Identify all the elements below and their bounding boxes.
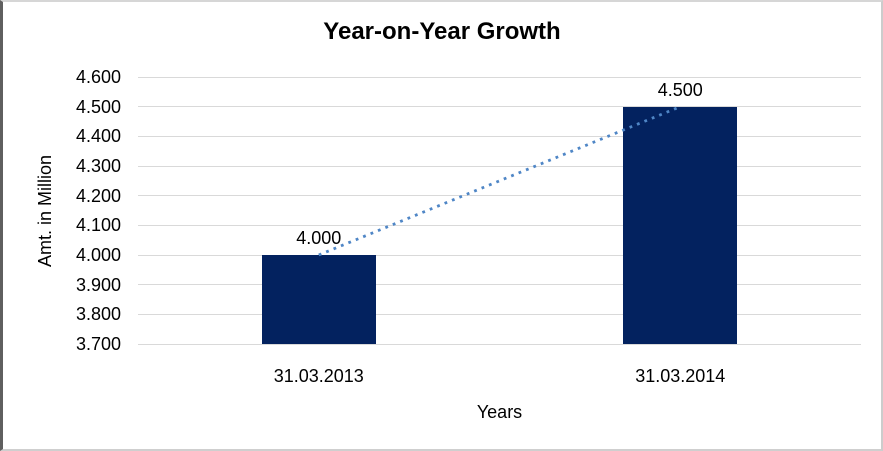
y-tick-label: 4.300 (75, 156, 121, 176)
category-label: 31.03.2013 (273, 366, 364, 386)
y-tick-label: 3.700 (75, 334, 121, 354)
gridline (138, 284, 861, 286)
y-tick-label: 4.500 (75, 96, 121, 117)
gridline (138, 195, 861, 197)
gridline (138, 313, 861, 315)
bar-31.03.2014 (623, 106, 738, 344)
data-label: 4.500 (657, 79, 703, 100)
chart-title: Year-on-Year Growth (323, 18, 561, 45)
y-tick-label: 3.800 (75, 304, 121, 325)
gridline (138, 76, 861, 78)
gridline (138, 135, 861, 137)
y-tick-label: 4.400 (75, 126, 121, 147)
gridline (138, 254, 861, 256)
y-tick-label: 4.600 (75, 67, 121, 87)
plot-area: 4.000 4.500 (138, 76, 861, 345)
gridline (138, 165, 861, 167)
bar-31.03.2013 (261, 255, 376, 344)
trendline (318, 105, 681, 257)
category-label: 31.03.2014 (635, 366, 726, 386)
x-axis-title: Years (476, 402, 523, 422)
y-tick-label: 4.000 (75, 245, 121, 265)
gridline (138, 106, 861, 108)
y-tick-label: 4.100 (75, 215, 121, 236)
gridline (138, 343, 861, 345)
gridline (138, 224, 861, 226)
y-tick-label: 3.900 (75, 274, 121, 295)
data-label: 4.000 (296, 228, 342, 248)
y-tick-label: 4.200 (75, 185, 121, 206)
